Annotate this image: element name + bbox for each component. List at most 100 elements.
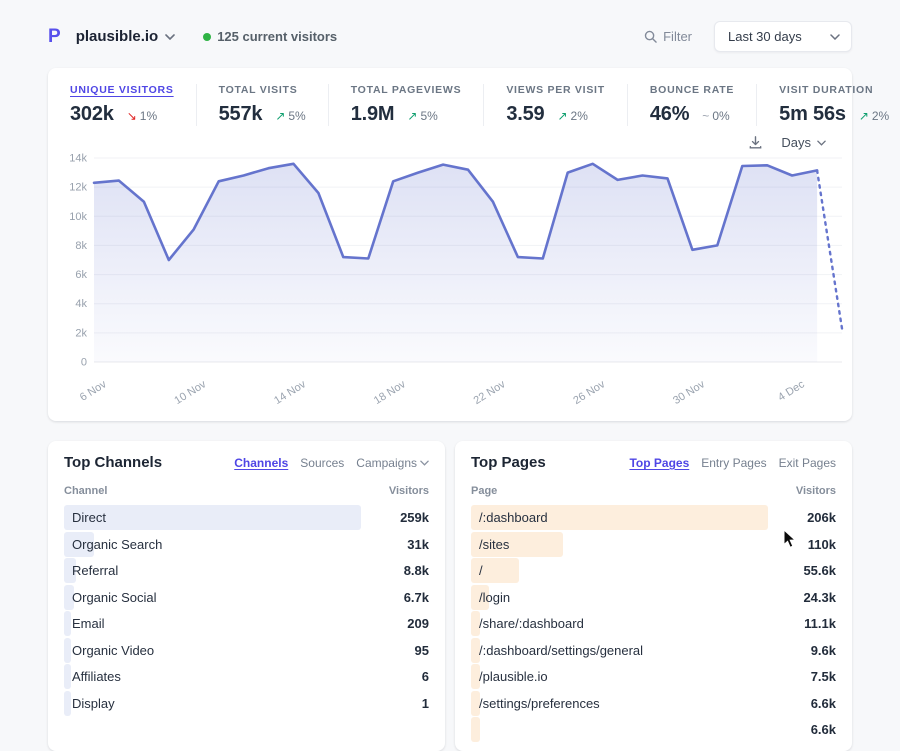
value-bar: [64, 531, 94, 557]
tab-sources[interactable]: Sources: [300, 456, 344, 470]
table-row-referral[interactable]: Referral 8.8k: [64, 558, 429, 583]
value-bar: [64, 584, 74, 610]
tab-exit-pages[interactable]: Exit Pages: [779, 456, 836, 470]
metric-visit-duration[interactable]: VISIT DURATION 5m 56s ↗ 2%: [756, 84, 900, 126]
row-name: /:dashboard: [479, 510, 548, 525]
metric-change: ↗ 2%: [557, 109, 588, 123]
metric-label: UNIQUE VISITORS: [70, 84, 174, 96]
table-row-settings-preferences[interactable]: /settings/preferences 6.6k: [471, 690, 836, 716]
table-row-sites[interactable]: /sites 110k: [471, 531, 836, 557]
trend-flat-icon: ~: [702, 109, 710, 123]
channels-column-headers: Channel Visitors: [64, 485, 429, 497]
bar-track: /sites: [471, 531, 768, 557]
pages-column-headers: Page Visitors: [471, 485, 836, 497]
pages-list: /:dashboard 206k/sites 110k / 55.6k/login 24.…: [471, 505, 836, 742]
table-row-row[interactable]: / 55.6k: [471, 558, 836, 583]
table-row-organic-search[interactable]: Organic Search 31k: [64, 531, 429, 557]
topbar: P plausible.io 125 current visitors Filt…: [0, 0, 900, 68]
row-value: 9.6k: [810, 642, 836, 658]
chevron-down-icon: [830, 33, 840, 40]
table-row-direct[interactable]: Direct 259k: [64, 505, 429, 530]
trend-down-icon: ↘: [126, 109, 137, 123]
svg-text:4k: 4k: [75, 298, 87, 310]
tab-label: Channels: [234, 456, 289, 470]
table-row-login[interactable]: /login 24.3k: [471, 584, 836, 610]
row-name: /sites: [479, 536, 510, 552]
value-bar: [471, 505, 768, 530]
site-switcher[interactable]: P plausible.io: [48, 25, 176, 48]
table-row-dashboard[interactable]: /:dashboard 206k: [471, 505, 836, 530]
chevron-down-icon: [420, 460, 429, 466]
value-bar: [471, 690, 480, 716]
column-header-channel: Channel: [64, 485, 108, 497]
metrics-bar: UNIQUE VISITORS 302k ↘ 1% TOTAL VISITS 557k ↗ 5…: [48, 82, 889, 126]
row-name: /: [479, 563, 483, 578]
table-row-row[interactable]: 6.6k: [471, 717, 836, 742]
svg-text:14k: 14k: [69, 153, 87, 165]
table-row-display[interactable]: Display 1: [64, 690, 429, 716]
tab-entry-pages[interactable]: Entry Pages: [701, 456, 766, 470]
metric-label: VISIT DURATION: [779, 84, 874, 96]
table-row-dashboard-settings-general[interactable]: /:dashboard/settings/general 9.6k: [471, 637, 836, 663]
metric-views-per-visit[interactable]: VIEWS PER VISIT 3.59 ↗ 2%: [483, 84, 627, 126]
row-value: 259k: [400, 510, 429, 525]
svg-text:12k: 12k: [69, 182, 87, 194]
current-visitors-label: 125 current visitors: [217, 29, 338, 44]
row-value: 95: [414, 642, 429, 658]
plausible-logo-icon: P: [48, 25, 61, 47]
metric-unique-visitors[interactable]: UNIQUE VISITORS 302k ↘ 1%: [70, 84, 196, 126]
table-row-plausible-io[interactable]: /plausible.io 7.5k: [471, 664, 836, 689]
bar-track: Direct: [64, 505, 361, 530]
chart-controls: Days: [48, 126, 852, 150]
svg-text:18 Nov: 18 Nov: [372, 378, 408, 407]
value-bar: [64, 505, 361, 530]
visitors-chart[interactable]: 0 2k 4k 6k 8k 10k 12k 14k 6 Nov 10 Nov 14 Nov 18 No…: [48, 150, 852, 417]
bar-track: Affiliates: [64, 664, 361, 689]
metric-value: 5m 56s: [779, 103, 846, 125]
metric-total-pageviews[interactable]: TOTAL PAGEVIEWS 1.9M ↗ 5%: [327, 84, 484, 126]
filter-button[interactable]: Filter: [644, 29, 692, 44]
bar-track: Email: [64, 611, 361, 636]
bar-track: [471, 717, 768, 742]
tab-label: Entry Pages: [701, 456, 767, 470]
tab-campaigns[interactable]: Campaigns: [356, 456, 429, 470]
svg-text:10 Nov: 10 Nov: [172, 378, 208, 407]
date-range-select[interactable]: Last 30 days: [714, 21, 852, 52]
tab-label: Sources: [300, 456, 345, 470]
svg-text:4 Dec: 4 Dec: [776, 378, 807, 404]
table-row-share-dashboard[interactable]: /share/:dashboard 11.1k: [471, 611, 836, 636]
row-name: /plausible.io: [479, 669, 548, 684]
metric-value: 557k: [218, 103, 263, 125]
table-row-affiliates[interactable]: Affiliates 6: [64, 664, 429, 689]
tab-top-pages[interactable]: Top Pages: [629, 456, 689, 470]
svg-text:6 Nov: 6 Nov: [78, 378, 109, 404]
metric-change: ↘ 1%: [126, 109, 158, 123]
row-value: 6: [421, 669, 429, 684]
row-value: 11.1k: [804, 616, 836, 631]
metric-label: TOTAL VISITS: [218, 84, 298, 96]
site-name: plausible.io: [75, 28, 159, 45]
metric-total-visits[interactable]: TOTAL VISITS 557k ↗ 5%: [195, 84, 328, 126]
interval-value: Days: [781, 135, 811, 150]
row-name: Organic Social: [72, 589, 157, 605]
chevron-down-icon: [165, 33, 176, 40]
bar-track: /: [471, 558, 768, 583]
interval-select[interactable]: Days: [781, 135, 826, 150]
table-row-email[interactable]: Email 209: [64, 611, 429, 636]
row-value: 55.6k: [803, 563, 836, 578]
table-row-organic-social[interactable]: Organic Social 6.7k: [64, 584, 429, 610]
export-download-button[interactable]: [748, 135, 763, 150]
channels-tabs: Channels Sources Campaigns: [234, 456, 429, 470]
row-name: Organic Video: [72, 642, 155, 658]
row-name: Direct: [72, 510, 106, 525]
row-name: Organic Search: [72, 536, 163, 552]
current-visitors-badge[interactable]: 125 current visitors: [203, 29, 337, 44]
tab-channels[interactable]: Channels: [234, 456, 288, 470]
top-channels-card: Top Channels Channels Sources Campaigns Ch…: [48, 441, 445, 751]
metric-bounce-rate[interactable]: BOUNCE RATE 46% ~0%: [626, 84, 756, 126]
table-row-organic-video[interactable]: Organic Video 95: [64, 637, 429, 663]
value-bar: [471, 611, 480, 636]
trend-up-icon: ↗: [858, 109, 869, 123]
bar-track: /login: [471, 584, 768, 610]
bar-track: /plausible.io: [471, 664, 768, 689]
